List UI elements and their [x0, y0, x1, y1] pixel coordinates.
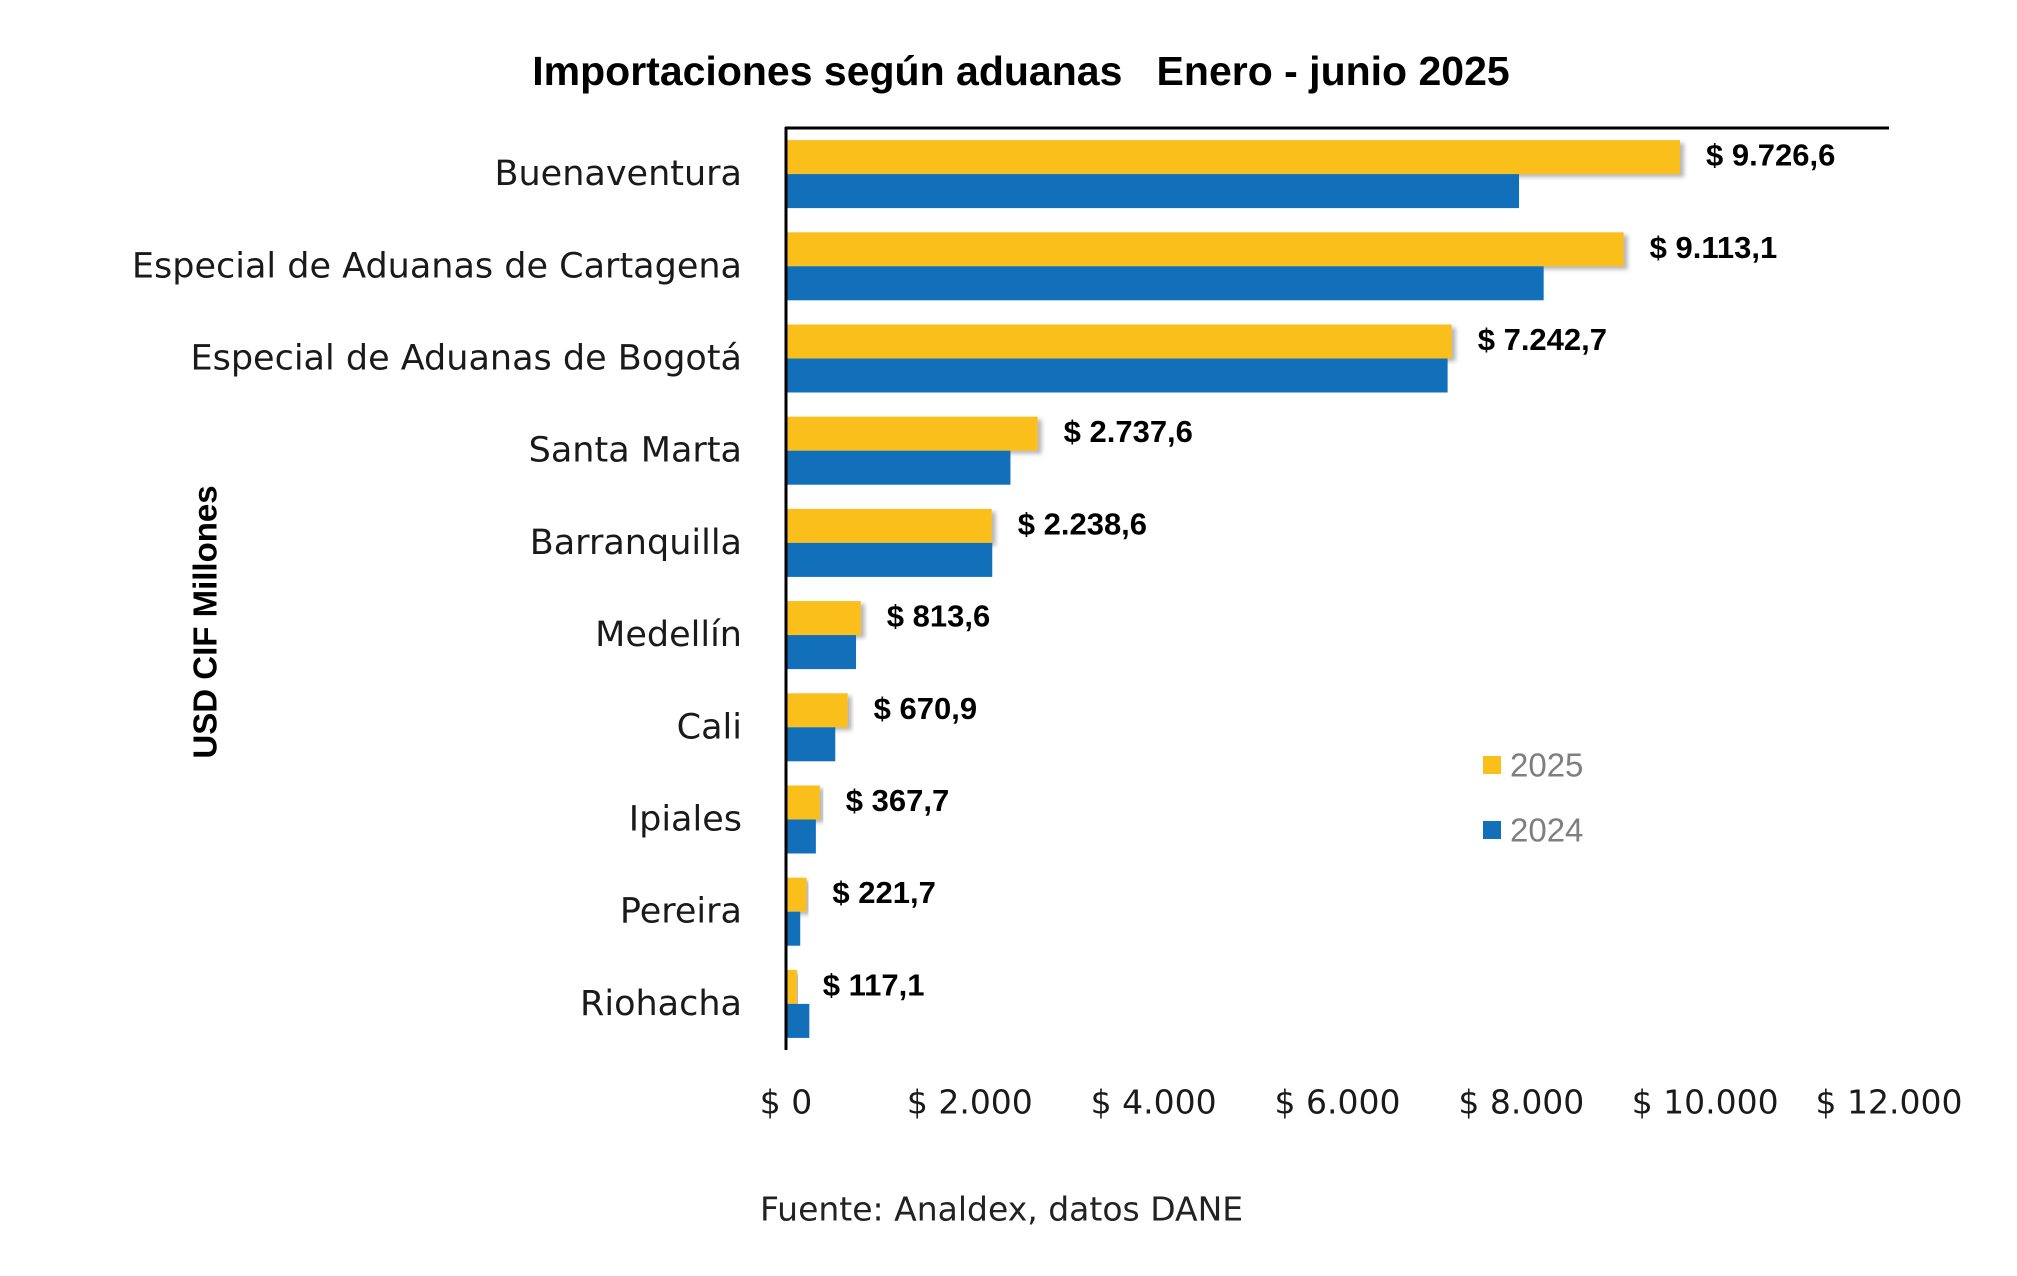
- bar-2025: [786, 693, 848, 728]
- category-label: Especial de Aduanas de Cartagena: [132, 246, 742, 286]
- legend-swatch-2024: [1483, 821, 1501, 839]
- x-tick-label: $ 4.000: [1091, 1083, 1217, 1122]
- bar-2024: [786, 1003, 810, 1038]
- bar-2025: [786, 785, 820, 820]
- category-label: Medellín: [595, 615, 742, 655]
- bar-2025: [786, 232, 1624, 267]
- bar-2024: [786, 450, 1011, 485]
- bar-2025: [786, 140, 1681, 175]
- bar-2024: [786, 542, 993, 577]
- bar-2025: [786, 416, 1038, 451]
- chart-title: Importaciones según aduanas Enero - juni…: [532, 48, 1509, 94]
- legend-swatch-2025: [1483, 756, 1501, 774]
- bar-2025: [786, 969, 797, 1004]
- data-label: $ 670,9: [874, 691, 977, 726]
- legend: 2025 2024: [1483, 747, 1583, 849]
- data-label: $ 813,6: [887, 599, 990, 634]
- category-label: Cali: [677, 707, 742, 747]
- data-label: $ 9.726,6: [1706, 138, 1835, 173]
- legend-label-2025: 2025: [1510, 747, 1583, 784]
- bar-2025: [786, 508, 992, 543]
- data-labels: $ 9.726,6 $ 9.113,1 $ 7.242,7 $ 2.737,6 $ 2.…: [823, 138, 1836, 1003]
- x-tick-label: $ 12.000: [1816, 1083, 1963, 1122]
- x-axis-tick-labels: $ 0 $ 2.000 $ 4.000 $ 6.000 $ 8.000 $ 10.000 $…: [760, 1083, 1963, 1122]
- bar-2024: [786, 727, 836, 762]
- category-label: Especial de Aduanas de Bogotá: [190, 339, 742, 379]
- x-tick-label: $ 6.000: [1275, 1083, 1401, 1122]
- data-label: $ 2.737,6: [1064, 414, 1193, 449]
- bar-2025: [786, 601, 861, 636]
- category-label: Ipiales: [629, 800, 742, 840]
- bar-2024: [786, 911, 801, 946]
- x-tick-label: $ 2.000: [907, 1083, 1033, 1122]
- bar-2024: [786, 635, 857, 670]
- data-label: $ 221,7: [832, 875, 935, 910]
- x-tick-label: $ 8.000: [1458, 1083, 1584, 1122]
- x-tick-label: $ 10.000: [1632, 1083, 1779, 1122]
- legend-label-2024: 2024: [1510, 812, 1583, 849]
- bar-2024: [786, 819, 816, 854]
- data-label: $ 367,7: [846, 783, 949, 818]
- data-label: $ 9.113,1: [1650, 230, 1778, 265]
- bar-2024: [786, 358, 1448, 393]
- category-labels: Buenaventura Especial de Aduanas de Carta…: [132, 154, 742, 1024]
- source-note: Fuente: Analdex, datos DANE: [760, 1190, 1243, 1229]
- category-label: Riohacha: [580, 984, 742, 1024]
- bar-2024: [786, 266, 1544, 301]
- y-axis-label: USD CIF Millones: [187, 485, 224, 758]
- category-label: Barranquilla: [530, 523, 742, 563]
- x-tick-label: $ 0: [760, 1083, 812, 1122]
- bar-2025: [786, 877, 807, 912]
- bar-2024: [786, 174, 1520, 209]
- bar-2025: [786, 324, 1452, 359]
- data-label: $ 2.238,6: [1018, 506, 1147, 541]
- plot-area: [786, 140, 1681, 1038]
- data-label: $ 117,1: [823, 967, 925, 1002]
- category-label: Buenaventura: [494, 154, 742, 194]
- data-label: $ 7.242,7: [1478, 322, 1607, 357]
- category-label: Santa Marta: [529, 431, 742, 471]
- category-label: Pereira: [620, 892, 742, 932]
